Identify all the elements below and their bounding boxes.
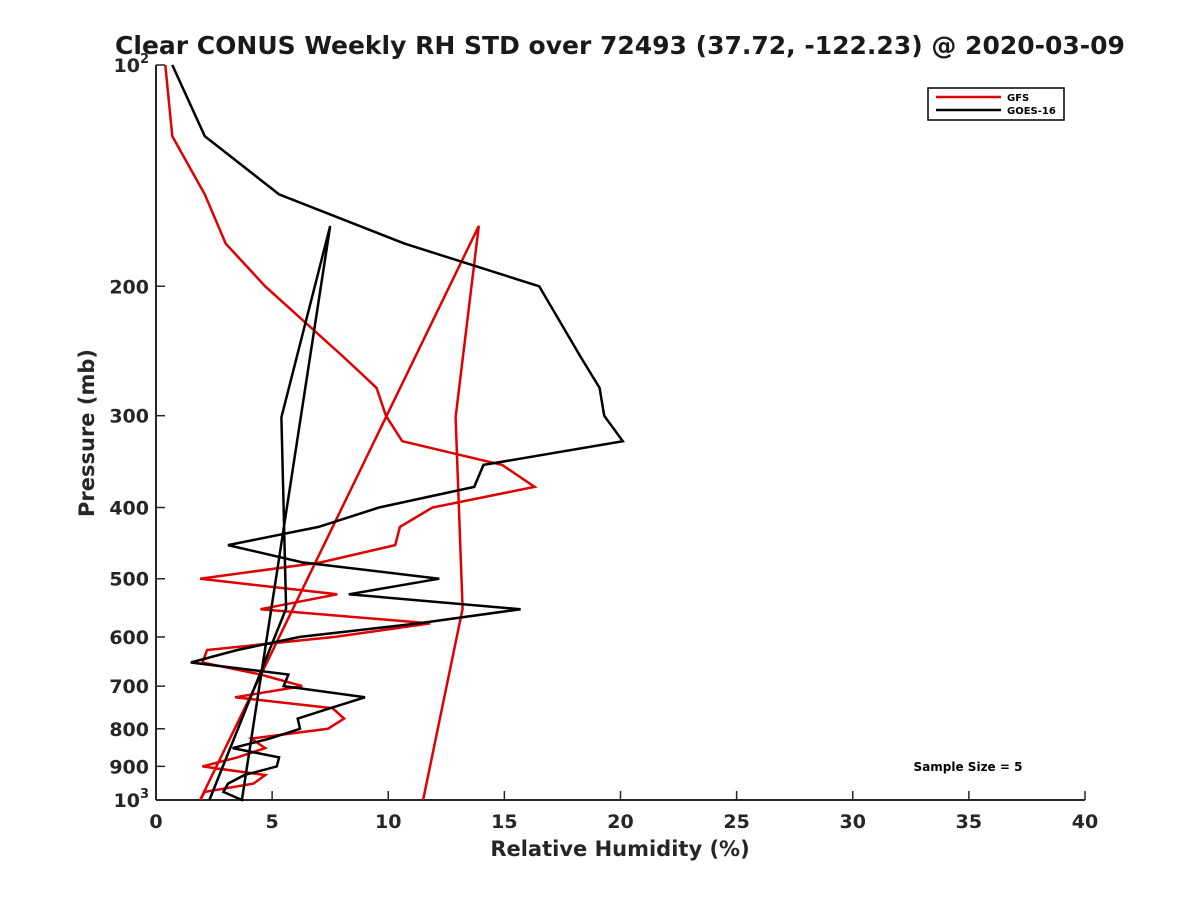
chart-title: Clear CONUS Weekly RH STD over 72493 (37… <box>115 31 1125 60</box>
y-tick-label: 200 <box>109 276 149 298</box>
axes <box>155 65 1085 801</box>
y-tick-label: 700 <box>109 676 149 698</box>
x-tick-label: 0 <box>149 811 162 833</box>
sample-size-annotation: Sample Size = 5 <box>914 760 1023 774</box>
y-tick-label: 103 <box>114 787 150 812</box>
y-tick-label: 600 <box>109 627 149 649</box>
legend: GFS GOES-16 <box>927 87 1065 121</box>
y-tick-label: 400 <box>109 498 149 520</box>
legend-label-goes16: GOES-16 <box>1007 106 1056 117</box>
x-tick-label: 25 <box>723 811 749 833</box>
x-tick-label: 40 <box>1072 811 1098 833</box>
y-ticks: 102 200 300 400 500 600 700 800 900 103 <box>109 52 165 812</box>
series-line-gfs <box>164 64 538 801</box>
x-tick-label: 20 <box>607 811 633 833</box>
y-tick-label: 500 <box>109 569 149 591</box>
y-tick-label: 300 <box>109 406 149 428</box>
x-tick-label: 30 <box>840 811 866 833</box>
x-axis-label: Relative Humidity (%) <box>490 837 749 861</box>
series-line-goes16 <box>171 64 625 802</box>
y-tick-label: 102 <box>114 52 150 77</box>
y-tick-label: 800 <box>109 719 149 741</box>
legend-box <box>927 87 1065 121</box>
x-tick-label: 5 <box>266 811 279 833</box>
x-tick-label: 15 <box>491 811 517 833</box>
series-layer <box>164 64 625 802</box>
y-tick-label: 900 <box>109 756 149 778</box>
x-tick-label: 10 <box>375 811 401 833</box>
x-ticks: 0 5 10 15 20 25 30 35 40 <box>149 791 1098 833</box>
x-tick-label: 35 <box>956 811 982 833</box>
legend-label-gfs: GFS <box>1007 93 1029 104</box>
y-axis-label: Pressure (mb) <box>75 349 99 517</box>
